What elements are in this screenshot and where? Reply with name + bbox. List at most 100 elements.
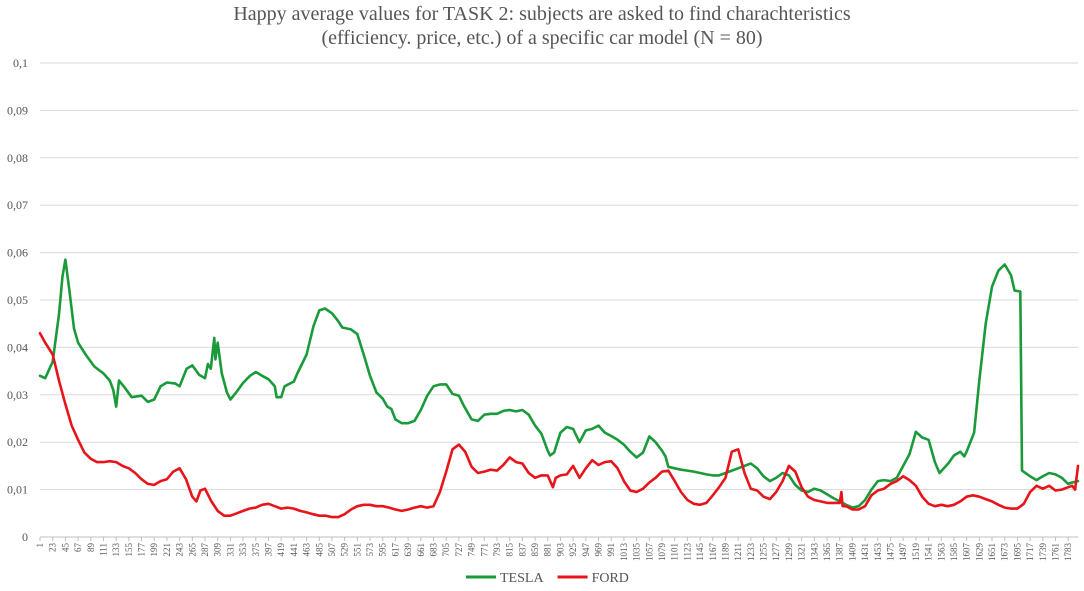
y-tick-label: 0,01 (7, 483, 28, 497)
y-tick-label: 0,03 (7, 388, 28, 402)
x-tick-label: 529 (340, 543, 350, 557)
y-tick-label: 0,04 (7, 340, 28, 354)
x-tick-label: 1431 (860, 543, 870, 561)
x-tick-label: 507 (327, 543, 337, 557)
x-tick-label: 1 (35, 543, 45, 548)
x-tick-label: 683 (429, 543, 439, 557)
x-tick-label: 1607 (962, 543, 972, 562)
x-tick-label: 1211 (733, 543, 743, 561)
x-tick-label: 287 (200, 543, 210, 557)
x-tick-label: 221 (162, 543, 172, 557)
x-tick-label: 1651 (987, 543, 997, 561)
x-tick-label: 177 (137, 543, 147, 557)
x-tick-label: 111 (98, 543, 108, 556)
x-tick-label: 771 (479, 543, 489, 557)
x-tick-label: 1761 (1050, 543, 1060, 561)
x-tick-label: 1695 (1012, 542, 1022, 561)
gridlines (40, 62, 1078, 538)
x-tick-label: 1299 (784, 543, 794, 562)
x-tick-label: 617 (390, 543, 400, 557)
chart-title-line-1: Happy average values for TASK 2: subject… (233, 3, 851, 25)
x-tick-label: 837 (517, 543, 527, 557)
y-tick-label: 0,09 (7, 103, 28, 117)
x-tick-label: 133 (111, 543, 121, 557)
x-tick-label: 1453 (873, 543, 883, 562)
x-tick-label: 353 (238, 543, 248, 557)
x-tick-label: 1343 (809, 543, 819, 562)
x-tick-label: 1585 (949, 543, 959, 562)
x-tick-label: 485 (314, 543, 324, 557)
x-tick-label: 1739 (1038, 543, 1048, 562)
x-tick-label: 67 (73, 543, 83, 553)
x-tick-label: 573 (365, 543, 375, 557)
x-tick-label: 1783 (1063, 543, 1073, 562)
x-tick-label: 1673 (1000, 543, 1010, 562)
x-tick-label: 881 (543, 543, 553, 557)
x-tick-label: 1409 (847, 543, 857, 562)
x-tick-label: 639 (403, 543, 413, 557)
series-lines (38, 258, 1080, 519)
x-tick-label: 309 (213, 543, 223, 557)
x-tick-label: 265 (187, 543, 197, 557)
x-tick-label: 925 (568, 543, 578, 557)
x-tick-label: 45 (60, 543, 70, 553)
x-tick-label: 1035 (632, 543, 642, 562)
legend: TESLA FORD (466, 571, 629, 586)
y-tick-label: 0,02 (7, 435, 28, 449)
series-line-ford (38, 331, 1080, 519)
x-tick-label: 1717 (1025, 543, 1035, 562)
x-tick-label: 1519 (911, 543, 921, 562)
x-tick-label: 1167 (708, 543, 718, 561)
y-tick-label: 0 (22, 530, 28, 544)
x-tick-label: 441 (289, 543, 299, 557)
x-tick-label: 1321 (797, 543, 807, 561)
x-tick-label: 155 (124, 543, 134, 557)
x-tick-label: 727 (454, 543, 464, 557)
x-tick-label: 749 (467, 543, 477, 557)
x-tick-label: 419 (276, 543, 286, 557)
x-tick-label: 1101 (670, 543, 680, 561)
x-tick-label: 1079 (657, 543, 667, 562)
x-tick-label: 1057 (644, 543, 654, 562)
x-tick-label: 1145 (695, 543, 705, 561)
x-tick-label: 947 (581, 543, 591, 557)
x-tick-label: 1013 (619, 543, 629, 562)
x-tick-label: 1387 (835, 543, 845, 562)
legend-label-ford: FORD (592, 571, 629, 586)
x-tick-label: 331 (225, 543, 235, 557)
x-tick-label: 199 (149, 543, 159, 557)
x-tick-label: 1563 (936, 543, 946, 562)
x-tick-label: 859 (530, 543, 540, 557)
x-tick-label: 397 (263, 543, 273, 557)
legend-label-tesla: TESLA (500, 571, 544, 586)
x-tick-label: 463 (302, 543, 312, 557)
y-axis-ticks: 0 0,01 0,02 0,03 0,04 0,05 0,06 0,07 0,08 0,09 0,1 (7, 56, 28, 544)
x-tick-label: 1629 (974, 543, 984, 562)
x-tick-label: 1277 (771, 543, 781, 562)
x-tick-label: 1233 (746, 543, 756, 562)
series-line-tesla (38, 258, 1080, 509)
chart-title: Happy average values for TASK 2: subject… (0, 2, 1084, 50)
x-tick-label: 991 (606, 543, 616, 557)
x-tick-label: 1365 (822, 543, 832, 562)
x-tick-label: 815 (505, 543, 515, 557)
x-tick-label: 969 (594, 543, 604, 557)
x-tick-label: 1123 (682, 543, 692, 561)
x-axis-ticks: 1 23 45 67 89 111 133 155 177 199 221 243 265 287 309 3… (35, 537, 1073, 561)
x-tick-label: 551 (352, 543, 362, 557)
x-tick-label: 1497 (898, 543, 908, 562)
x-tick-label: 23 (48, 543, 58, 553)
x-tick-label: 1541 (924, 543, 934, 561)
y-tick-label: 0,1 (13, 56, 28, 70)
x-tick-label: 595 (378, 543, 388, 557)
y-tick-label: 0,08 (7, 151, 28, 165)
x-tick-label: 1255 (759, 543, 769, 562)
chart-title-line-2: (efficiency. price, etc.) of a specific … (321, 27, 763, 49)
x-tick-label: 661 (416, 543, 426, 557)
y-tick-label: 0,05 (7, 293, 28, 307)
x-tick-label: 89 (86, 543, 96, 553)
x-tick-label: 243 (175, 543, 185, 557)
x-tick-label: 793 (492, 543, 502, 557)
x-tick-label: 1475 (885, 543, 895, 562)
